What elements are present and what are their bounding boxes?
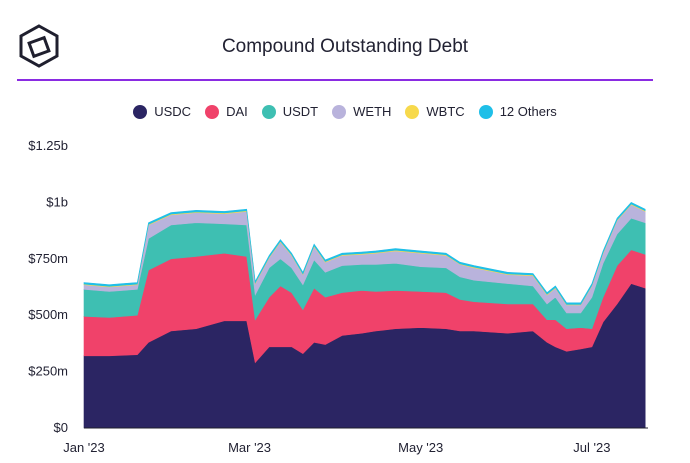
x-tick-label: Mar '23 bbox=[228, 440, 271, 455]
y-tick-label: $750m bbox=[28, 251, 68, 266]
x-tick-label: Jul '23 bbox=[573, 440, 610, 455]
legend-item[interactable]: USDT bbox=[261, 104, 319, 119]
y-tick-label: $0 bbox=[54, 420, 68, 435]
x-tick-label: May '23 bbox=[398, 440, 443, 455]
area-series-12-others[interactable] bbox=[83, 202, 646, 305]
legend-item[interactable]: USDC bbox=[133, 104, 191, 119]
legend-swatch bbox=[261, 104, 276, 119]
legend-label: 12 Others bbox=[499, 104, 557, 119]
x-tick-label: Jan '23 bbox=[63, 440, 105, 455]
legend-item[interactable]: 12 Others bbox=[478, 104, 557, 119]
legend-swatch bbox=[478, 104, 493, 119]
legend-label: WETH bbox=[353, 104, 392, 119]
legend-label: USDT bbox=[282, 104, 319, 119]
legend-item[interactable]: WETH bbox=[332, 104, 391, 119]
header-divider bbox=[17, 79, 653, 81]
chart-legend: USDC DAI USDT WETH WBTC 12 Others bbox=[0, 104, 690, 119]
legend-label: USDC bbox=[154, 104, 192, 119]
cube-icon bbox=[19, 24, 59, 68]
y-tick-label: $500m bbox=[28, 307, 68, 322]
legend-swatch bbox=[133, 104, 148, 119]
chart-title: Compound Outstanding Debt bbox=[221, 36, 469, 57]
legend-label: DAI bbox=[226, 104, 248, 119]
y-tick-label: $250m bbox=[28, 364, 68, 379]
legend-item[interactable]: DAI bbox=[205, 104, 248, 119]
legend-label: WBTC bbox=[426, 104, 465, 119]
legend-item[interactable]: WBTC bbox=[405, 104, 465, 119]
chart-header: Compound Outstanding Debt bbox=[0, 0, 690, 80]
y-tick-label: $1.25b bbox=[28, 138, 68, 153]
legend-swatch bbox=[332, 104, 347, 119]
legend-swatch bbox=[405, 104, 420, 119]
y-tick-label: $1b bbox=[46, 194, 68, 209]
legend-swatch bbox=[205, 104, 220, 119]
